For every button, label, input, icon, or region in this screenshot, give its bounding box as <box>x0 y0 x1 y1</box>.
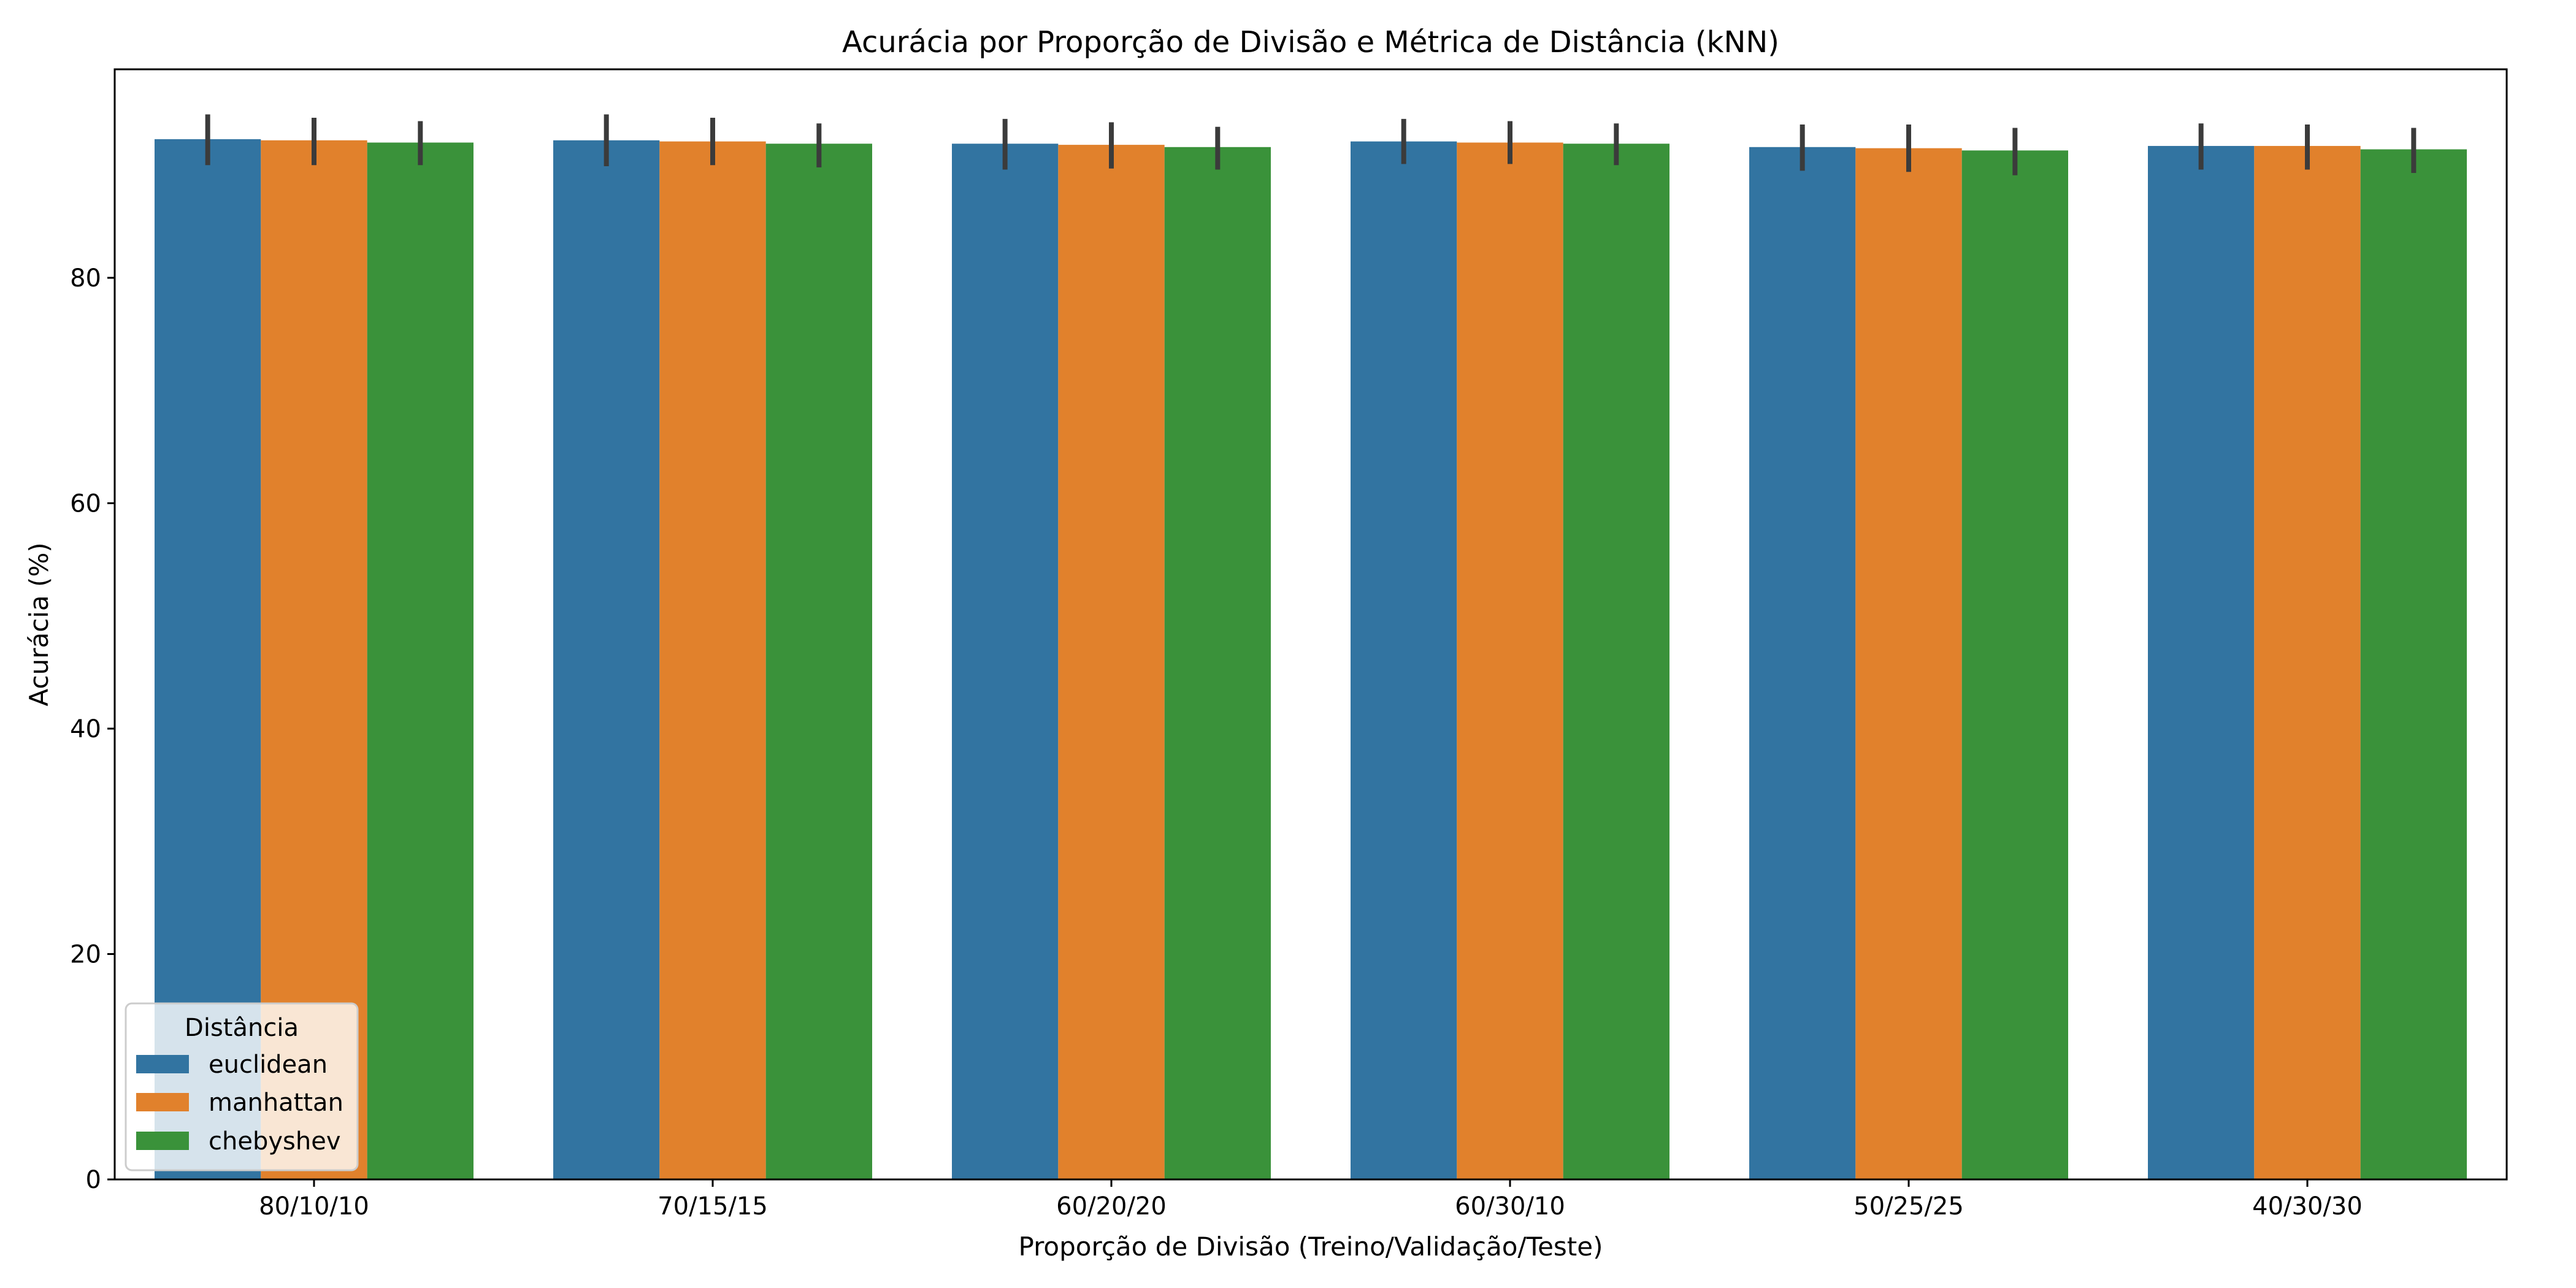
plot-frame <box>113 68 2508 1181</box>
x-axis: 80/10/10 70/15/15 60/20/20 60/30/10 50/25/25… <box>259 1179 2363 1221</box>
legend-title: Distância <box>185 1014 299 1042</box>
bar-euclidean-50/25/25 <box>1749 147 1856 1180</box>
x-tick-label: 50/25/25 <box>1853 1192 1964 1221</box>
bar-manhattan-50/25/25 <box>1855 148 1962 1180</box>
bar-euclidean-60/20/20 <box>952 144 1059 1180</box>
chart-title: Acurácia por Proporção de Divisão e Métr… <box>842 25 1779 59</box>
bar-chebyshev-60/20/20 <box>1164 147 1271 1180</box>
bar-chebyshev-50/25/25 <box>1961 150 2068 1179</box>
bar-euclidean-40/30/30 <box>2148 145 2255 1179</box>
legend-box <box>125 1002 359 1171</box>
error-bars-layer <box>205 114 2417 175</box>
legend-swatch-euclidean <box>136 1055 189 1073</box>
legend-label-chebyshev: chebyshev <box>209 1127 341 1156</box>
y-tick-label: 20 <box>70 940 101 968</box>
x-tick-label: 70/15/15 <box>657 1192 768 1221</box>
legend-swatch-manhattan <box>136 1093 189 1111</box>
x-tick-label: 40/30/30 <box>2252 1192 2363 1221</box>
x-axis-label: Proporção de Divisão (Treino/Validação/T… <box>1019 1232 1603 1262</box>
bar-euclidean-70/15/15 <box>553 140 660 1180</box>
y-axis: 0 20 40 60 80 <box>70 264 115 1194</box>
y-tick-label: 0 <box>86 1166 101 1194</box>
legend-swatch-chebyshev <box>136 1132 189 1150</box>
y-axis-label: Acurácia (%) <box>24 542 54 706</box>
legend-label-euclidean: euclidean <box>209 1051 328 1079</box>
bar-chebyshev-80/10/10 <box>367 142 473 1179</box>
bar-manhattan-60/30/10 <box>1457 142 1563 1179</box>
bar-chebyshev-60/30/10 <box>1563 144 1669 1180</box>
bar-chebyshev-70/15/15 <box>765 144 872 1180</box>
y-tick-label: 40 <box>70 715 101 743</box>
legend: Distância euclidean manhattan chebyshev <box>125 1002 359 1171</box>
bar-chebyshev-40/30/30 <box>2360 149 2467 1179</box>
y-tick-label: 80 <box>70 264 101 293</box>
y-tick-label: 60 <box>70 489 101 518</box>
x-tick-label: 80/10/10 <box>259 1192 369 1221</box>
x-tick-label: 60/30/10 <box>1455 1192 1565 1221</box>
bar-euclidean-60/30/10 <box>1351 141 1457 1180</box>
bar-manhattan-60/20/20 <box>1058 145 1165 1180</box>
x-tick-label: 60/20/20 <box>1056 1192 1167 1221</box>
bar-manhattan-70/15/15 <box>659 141 766 1180</box>
legend-label-manhattan: manhattan <box>209 1089 343 1117</box>
bar-manhattan-40/30/30 <box>2254 145 2361 1179</box>
